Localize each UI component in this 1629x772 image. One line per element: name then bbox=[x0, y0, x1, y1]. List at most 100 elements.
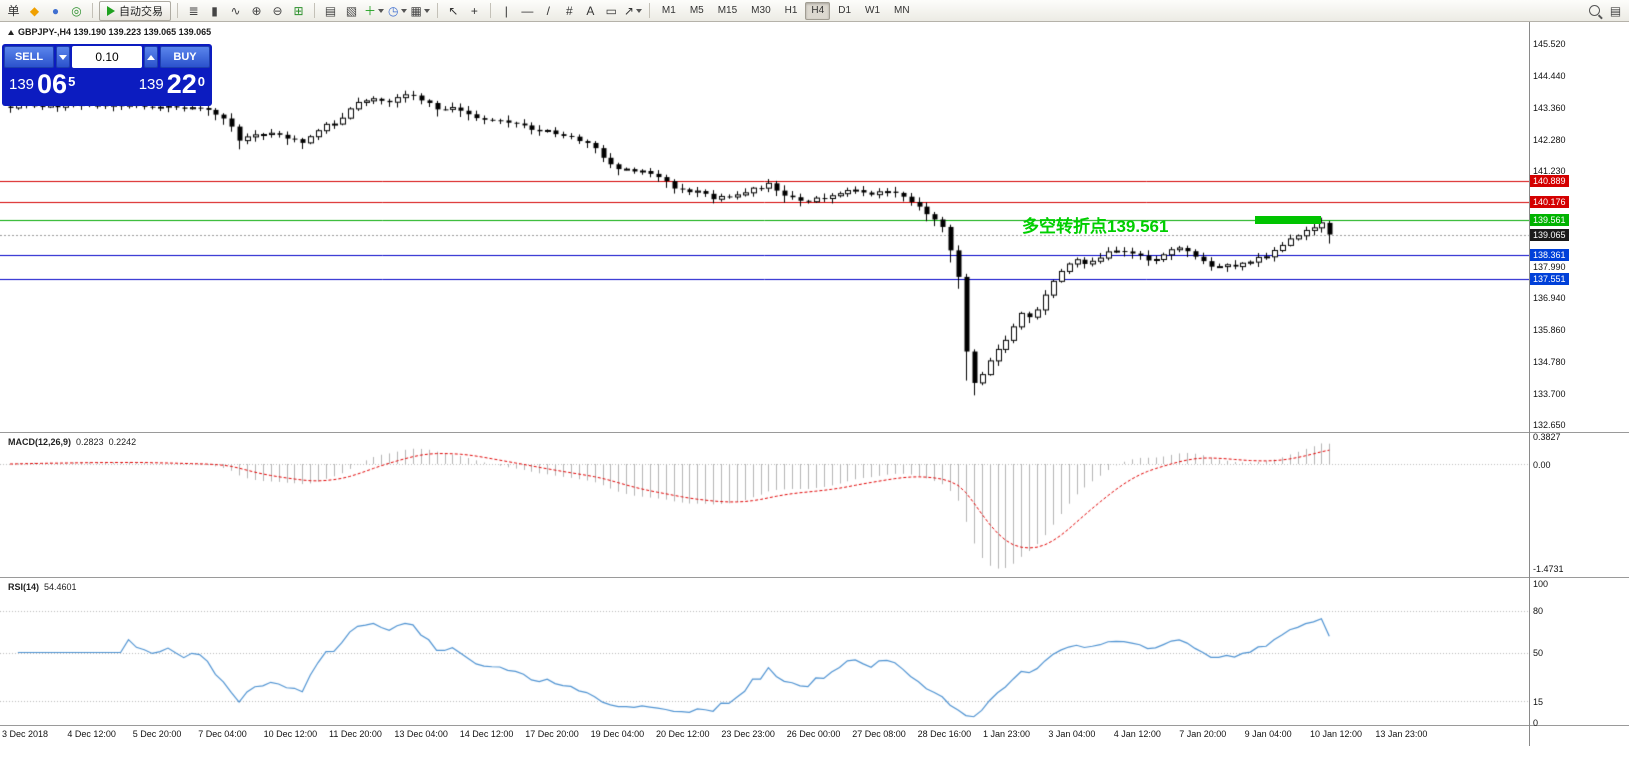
time-axis-label: 23 Dec 23:00 bbox=[721, 729, 775, 739]
dropdown-caret-icon bbox=[423, 8, 430, 13]
toolbar-separator bbox=[489, 3, 491, 18]
toolbar-separator bbox=[436, 3, 438, 18]
rsi-axis-label: 15 bbox=[1533, 696, 1544, 707]
price-chart-canvas[interactable] bbox=[0, 22, 1529, 432]
price-tick: 137.990 bbox=[1533, 261, 1566, 272]
sell-button[interactable]: SELL bbox=[4, 46, 54, 68]
highlight-bar[interactable] bbox=[1255, 215, 1321, 224]
timeframe-m30-button[interactable]: M30 bbox=[751, 4, 771, 16]
sell-price-main: 139 bbox=[9, 76, 35, 93]
tile-windows-icon[interactable]: ▤ bbox=[324, 3, 337, 18]
rsi-axis-label: 80 bbox=[1533, 606, 1544, 617]
panel-separator[interactable] bbox=[0, 577, 1629, 578]
one-click-trading-panel: SELL 0.10 BUY 139 06 5 139 22 0 bbox=[2, 44, 212, 106]
timeframe-m15-button[interactable]: M15 bbox=[717, 4, 738, 16]
price-badge[interactable]: 140.176 bbox=[1530, 195, 1569, 208]
price-badge[interactable]: 138.361 bbox=[1530, 249, 1569, 262]
candlestick-icon[interactable]: ▮ bbox=[211, 3, 218, 18]
shapes-icon[interactable]: ↗ bbox=[623, 2, 643, 20]
price-tick: 142.280 bbox=[1533, 135, 1566, 146]
buy-button[interactable]: BUY bbox=[160, 46, 210, 68]
timeframe-mn-button[interactable]: MN bbox=[894, 4, 910, 16]
timeframe-d1-button[interactable]: D1 bbox=[838, 4, 852, 16]
lot-decrease-button[interactable] bbox=[56, 46, 70, 68]
rsi-axis-label: 0 bbox=[1533, 717, 1539, 728]
macd-main-value: 0.2823 bbox=[76, 437, 104, 447]
crosshair-icon[interactable]: + bbox=[470, 3, 478, 18]
vertical-line-icon[interactable]: | bbox=[504, 3, 508, 18]
time-axis-label: 9 Jan 04:00 bbox=[1244, 729, 1292, 739]
price-axis-border bbox=[1529, 22, 1530, 746]
buy-price[interactable]: 139 22 0 bbox=[139, 70, 205, 98]
time-axis-label: 26 Dec 00:00 bbox=[786, 729, 841, 739]
lot-increase-button[interactable] bbox=[144, 46, 158, 68]
time-axis-label: 14 Dec 12:00 bbox=[459, 729, 514, 739]
price-tick: 133.700 bbox=[1533, 388, 1566, 399]
time-axis-label: 3 Jan 04:00 bbox=[1048, 729, 1096, 739]
macd-axis-label: 0.00 bbox=[1533, 459, 1551, 470]
time-axis-label: 20 Dec 12:00 bbox=[656, 729, 710, 739]
time-axis-label: 7 Jan 20:00 bbox=[1179, 729, 1227, 739]
timeframe-m5-button[interactable]: M5 bbox=[689, 4, 704, 16]
templates-icon[interactable]: ▦ bbox=[410, 2, 431, 20]
macd-name: MACD(12,26,9) bbox=[8, 437, 72, 447]
toolbar-separator bbox=[314, 3, 315, 18]
timeframe-h4-button[interactable]: H4 bbox=[805, 1, 831, 20]
time-axis-label: 5 Dec 20:00 bbox=[132, 729, 182, 739]
play-icon bbox=[107, 5, 115, 16]
line-chart-icon[interactable]: ∿ bbox=[230, 3, 241, 18]
search-icon[interactable] bbox=[1585, 2, 1604, 20]
macd-indicator-canvas[interactable] bbox=[0, 433, 1529, 577]
accounts-icon[interactable]: ● bbox=[51, 3, 60, 18]
metaquotes-icon[interactable]: ◆ bbox=[29, 3, 40, 18]
rsi-label: RSI(14) 54.4601 bbox=[8, 582, 77, 592]
zoom-out-icon[interactable]: ⊖ bbox=[272, 3, 283, 18]
timeframe-w1-button[interactable]: W1 bbox=[865, 4, 881, 16]
community-icon[interactable]: ◎ bbox=[71, 3, 82, 18]
zoom-in-icon[interactable]: ⊕ bbox=[251, 3, 262, 18]
horizontal-line-icon[interactable]: — bbox=[521, 3, 534, 18]
fibonacci-icon[interactable]: # bbox=[566, 3, 573, 18]
bar-chart-icon[interactable]: ≣ bbox=[188, 3, 199, 18]
lot-size-input[interactable]: 0.10 bbox=[72, 46, 142, 68]
toolbar-separator bbox=[648, 3, 650, 18]
sell-price[interactable]: 139 06 5 bbox=[9, 70, 75, 98]
price-tick: 143.360 bbox=[1533, 103, 1566, 114]
turning-point-annotation[interactable]: 多空转折点139.561 bbox=[1022, 217, 1169, 236]
price-badge[interactable]: 139.561 bbox=[1530, 213, 1569, 226]
sell-price-point: 5 bbox=[68, 74, 76, 89]
timeframe-h1-button[interactable]: H1 bbox=[784, 4, 798, 16]
cascade-windows-icon[interactable]: ▧ bbox=[345, 3, 358, 18]
toolbar: 单 ◆ ● ◎ 自动交易 ≣ ▮ ∿ ⊕ ⊖ ⊞ ▤ ▧ ＋ ◷ ▦ ↖ + | — / # A ▭ ↗ M1 M5 M15 M30 H1… bbox=[0, 0, 1629, 22]
price-badge[interactable]: 137.551 bbox=[1530, 273, 1569, 286]
buy-price-point: 0 bbox=[197, 74, 205, 89]
macd-signal-value: 0.2242 bbox=[108, 437, 137, 447]
price-tick: 134.780 bbox=[1533, 356, 1566, 367]
time-axis-label: 13 Jan 23:00 bbox=[1375, 729, 1428, 739]
new-chart-icon[interactable]: ＋ bbox=[363, 2, 385, 20]
periods-icon[interactable]: ◷ bbox=[387, 2, 407, 20]
price-badge[interactable]: 139.065 bbox=[1530, 228, 1569, 241]
trendline-icon[interactable]: / bbox=[546, 3, 551, 18]
price-tick: 135.860 bbox=[1533, 324, 1566, 335]
timeframe-m1-button[interactable]: M1 bbox=[661, 4, 676, 16]
toolbar-separator bbox=[177, 3, 178, 18]
text-label-icon[interactable]: ▭ bbox=[605, 3, 618, 18]
chart-header: GBPJPY-,H4 139.190 139.223 139.065 139.0… bbox=[8, 27, 211, 37]
layout-icon[interactable]: ▤ bbox=[1609, 3, 1622, 18]
time-axis-label: 10 Dec 12:00 bbox=[263, 729, 318, 739]
collapse-marker-icon[interactable] bbox=[8, 29, 14, 35]
time-axis-label: 10 Jan 12:00 bbox=[1310, 729, 1363, 739]
price-tick: 136.940 bbox=[1533, 292, 1566, 303]
price-badge[interactable]: 140.889 bbox=[1530, 174, 1569, 187]
text-icon[interactable]: A bbox=[586, 3, 595, 18]
time-axis-label: 4 Dec 12:00 bbox=[67, 729, 116, 739]
time-axis-label: 27 Dec 08:00 bbox=[852, 729, 906, 739]
new-order-icon[interactable]: 单 bbox=[7, 3, 20, 18]
cursor-icon[interactable]: ↖ bbox=[448, 3, 459, 18]
grid-icon[interactable]: ⊞ bbox=[293, 3, 304, 18]
autotrading-button[interactable]: 自动交易 bbox=[99, 0, 171, 21]
panel-separator[interactable] bbox=[0, 432, 1629, 433]
rsi-indicator-canvas[interactable] bbox=[0, 578, 1529, 725]
time-axis-label: 19 Dec 04:00 bbox=[590, 729, 645, 739]
